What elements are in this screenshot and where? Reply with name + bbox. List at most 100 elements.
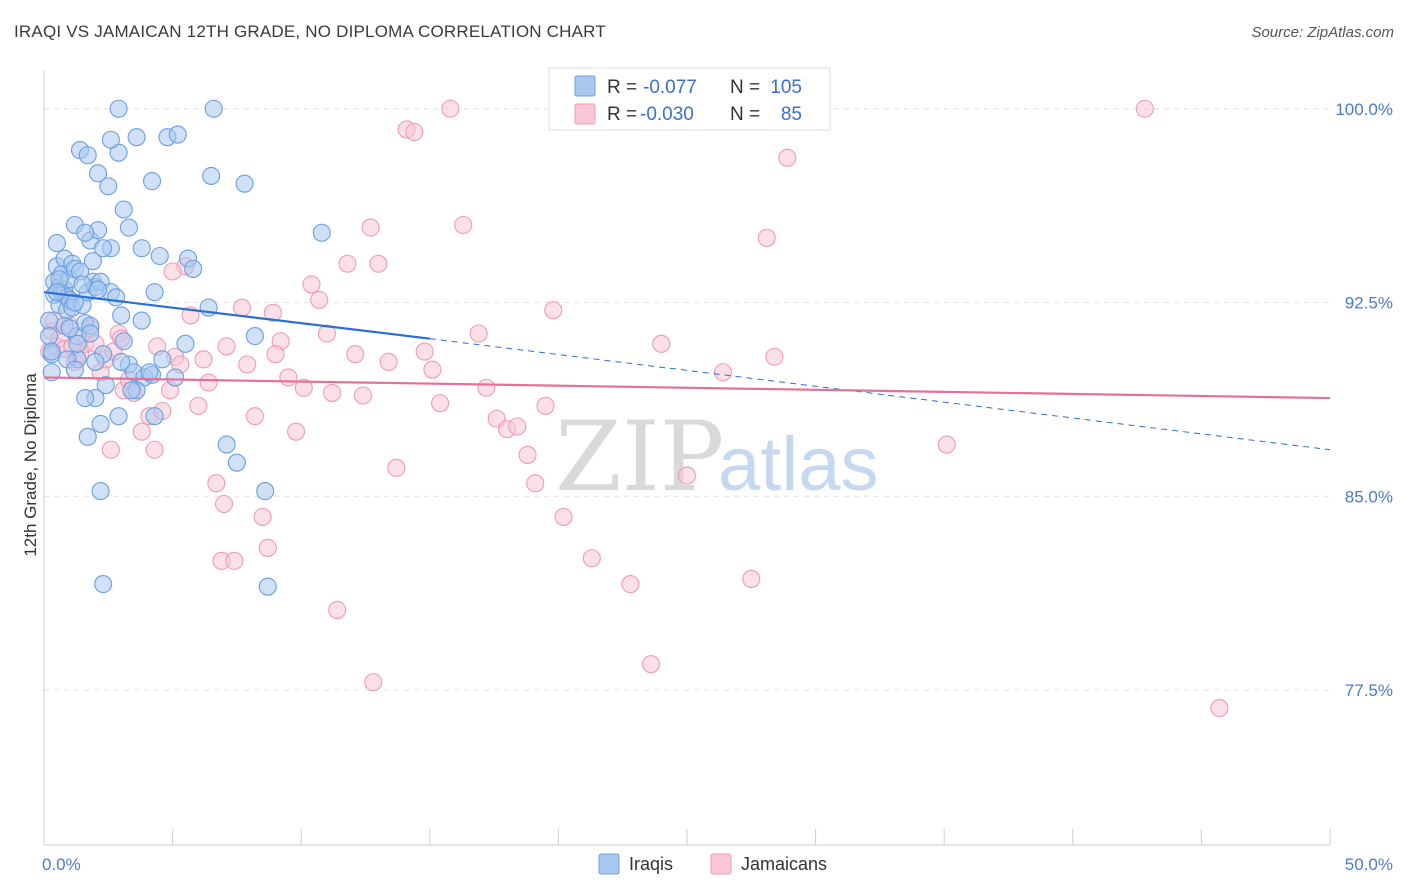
iraqis-point-78 [217, 435, 236, 454]
iraqis-point-101 [122, 381, 141, 400]
iraqis-point-86 [94, 575, 113, 594]
legend-label-jamaicans: Jamaicans [741, 854, 827, 874]
iraqis-trend-extension [429, 338, 1331, 451]
jamaicans-point-74 [621, 575, 640, 594]
iraqis-point-81 [256, 482, 275, 501]
iraqis-point-1 [40, 327, 59, 346]
legend-swatch-iraqis [598, 853, 620, 875]
watermark: ZIP atlas [555, 401, 879, 513]
iraqis-point-100 [86, 352, 105, 371]
series-iraqis [40, 99, 331, 596]
iraqis-point-44 [112, 306, 131, 325]
jamaicans-point-67 [508, 417, 527, 436]
jamaicans-point-55 [387, 458, 406, 477]
stats-swatch-jamaicans [574, 103, 596, 125]
iraqis-point-50 [76, 389, 95, 408]
iraqis-point-93 [106, 288, 126, 307]
iraqis-point-40 [76, 223, 95, 242]
watermark-atlas: atlas [718, 422, 879, 507]
iraqis-point-39 [94, 239, 113, 258]
jamaicans-point-34 [225, 551, 244, 570]
jamaicans-point-85 [1210, 699, 1229, 718]
jamaicans-point-58 [415, 342, 434, 361]
legend-label-iraqis: Iraqis [629, 854, 673, 874]
iraqis-point-35 [99, 177, 118, 196]
jamaicans-point-48 [328, 600, 347, 619]
y-tick-label-3: 77.5% [1345, 681, 1393, 700]
jamaicans-point-76 [652, 334, 671, 353]
x-tick-label-0: 0.0% [42, 855, 81, 874]
iraqis-trend-line [43, 291, 430, 340]
stats-n-value-iraqis: 105 [770, 77, 802, 98]
jamaicans-point-78 [713, 363, 733, 382]
axes [43, 70, 1331, 846]
jamaicans-point-31 [207, 474, 226, 493]
iraqis-point-80 [245, 327, 264, 346]
stats-n-label-iraqis: N = [730, 77, 760, 98]
jamaicans-point-91 [163, 262, 182, 281]
iraqis-point-67 [142, 172, 162, 191]
stats-r-value-jamaicans: -0.030 [640, 104, 694, 125]
y-tick-label-0: 100.0% [1335, 100, 1393, 119]
jamaicans-point-42 [279, 368, 298, 387]
stats-n-value-jamaicans: 85 [781, 104, 802, 125]
jamaicans-point-72 [554, 507, 573, 526]
jamaicans-point-35 [232, 298, 252, 317]
stats-r-label-jamaicans: R = [607, 104, 637, 125]
iraqis-point-57 [68, 334, 87, 353]
jamaicans-point-59 [423, 360, 442, 379]
jamaicans-point-13 [101, 440, 120, 459]
jamaicans-point-47 [317, 324, 336, 343]
jamaicans-trend-line [43, 376, 1331, 400]
jamaicans-point-29 [194, 350, 213, 369]
iraqis-point-34 [88, 164, 108, 183]
iraqis-point-62 [101, 130, 120, 149]
jamaicans-point-40 [263, 303, 282, 322]
jamaicans-point-18 [132, 422, 151, 441]
jamaicans-point-54 [379, 352, 398, 371]
jamaicans-point-92 [266, 345, 285, 364]
iraqis-point-51 [109, 407, 128, 426]
jamaicans-point-51 [353, 386, 372, 405]
y-tick-labels: 100.0% 92.5% 85.0% 77.5% [1335, 100, 1393, 700]
jamaicans-point-30 [199, 373, 218, 392]
iraqis-point-95 [88, 280, 108, 299]
iraqis-point-37 [114, 200, 133, 219]
jamaicans-point-44 [294, 378, 313, 397]
jamaicans-point-49 [338, 254, 357, 273]
iraqis-point-63 [109, 99, 128, 118]
iraqis-point-99 [65, 293, 84, 312]
jamaicans-point-46 [310, 290, 329, 309]
iraqis-point-82 [258, 577, 277, 596]
y-tick-label-1: 92.5% [1345, 294, 1393, 313]
x-tick-labels: 0.0% 50.0% [42, 855, 1393, 874]
jamaicans-point-45 [302, 275, 321, 294]
source-label: Source: ZipAtlas.com [1251, 24, 1394, 41]
grid-lines [44, 108, 1330, 691]
bottom-legend: Iraqis Jamaicans [598, 853, 827, 875]
iraqis-point-73 [184, 259, 203, 278]
jamaicans-point-43 [287, 422, 306, 441]
iraqis-point-96 [60, 319, 79, 338]
y-axis-title: 12th Grade, No Diploma [21, 373, 40, 557]
iraqis-point-79 [227, 453, 246, 472]
jamaicans-point-60 [431, 394, 450, 413]
iraqis-point-7 [47, 234, 66, 253]
iraqis-point-69 [235, 174, 254, 193]
iraqis-point-94 [132, 239, 151, 258]
jamaicans-point-36 [238, 355, 257, 374]
stats-legend-box [548, 67, 831, 131]
jamaicans-point-63 [469, 324, 488, 343]
jamaicans-point-79 [757, 228, 776, 247]
iraqis-point-0 [40, 311, 59, 330]
jamaicans-point-68 [518, 445, 537, 464]
iraqis-point-41 [83, 252, 102, 271]
iraqis-point-71 [150, 246, 169, 266]
jamaicans-point-83 [937, 435, 956, 454]
jamaicans-point-71 [544, 301, 563, 320]
stats-r-value-iraqis: -0.077 [643, 77, 697, 98]
iraqis-point-68 [202, 166, 221, 185]
iraqis-point-83 [312, 223, 331, 242]
iraqis-point-33 [78, 146, 97, 165]
